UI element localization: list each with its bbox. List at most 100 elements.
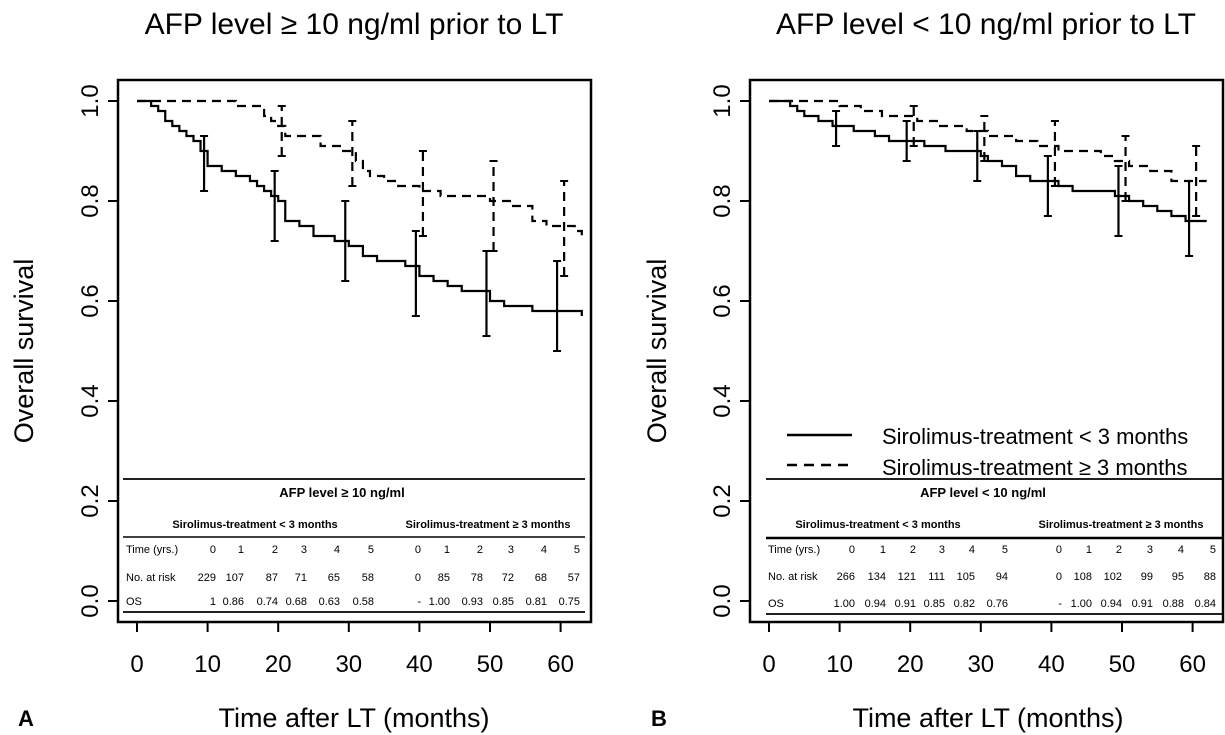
y-tick-label: 0.2 [77,484,104,517]
confidence-interval-bar [270,170,279,242]
x-tick-label: 50 [1109,651,1136,678]
panel-b-risk-table: AFP level < 10 ng/ml Sirolimus-treatment … [766,478,1222,615]
table-cell: 2 [272,544,278,556]
y-tick-label: 0.6 [709,284,736,317]
confidence-interval-bar [411,230,420,317]
y-tick-label: 0.0 [77,584,104,617]
x-tick-label: 40 [1038,651,1065,678]
survival-curve-dashed [769,99,1207,183]
table-cell: 94 [996,571,1008,583]
confidence-interval-bar [1043,155,1052,217]
legend-solid-label: Sirolimus-treatment < 3 months [882,424,1188,449]
table-cell: 0.81 [526,596,547,608]
panel-b-axes: 0 10 20 30 40 50 600.00.20.40.60.81.0 [709,84,1206,678]
y-tick-label: 0.8 [77,184,104,217]
table-cell: 1.00 [1071,598,1092,610]
table-cell: 4 [969,544,975,556]
confidence-interval-bar [1114,165,1123,237]
panel-a-title: AFP level ≥ 10 ng/ml prior to LT [145,8,564,41]
panel-a-x-axis-label: Time after LT (months) [218,703,489,733]
panel-b: AFP level < 10 ng/ml prior to LT Overall… [642,8,1225,733]
table-cell: 5 [574,544,580,556]
table-title: AFP level ≥ 10 ng/ml [279,485,404,500]
y-tick-label: 1.0 [77,84,104,117]
confidence-interval-bar [1050,120,1059,187]
table-cell: 0.63 [319,596,340,608]
table-cell: 3 [1147,544,1153,556]
table-cell: 0 [415,544,421,556]
table-cell: 1.00 [834,598,855,610]
table-cell: 229 [198,572,216,584]
table-cell: 0.94 [865,598,886,610]
confidence-interval-bar [341,200,350,282]
table-cell: 71 [295,572,307,584]
table-cell: 108 [1074,571,1092,583]
table-cell: 85 [438,572,450,584]
y-tick-label: 0.4 [709,384,736,417]
table-cell: 1 [444,544,450,556]
survival-curve-solid [137,99,583,316]
table-cell: 4 [334,544,340,556]
table-cell: 0.94 [1101,598,1122,610]
table-cell: 0 [415,572,421,584]
table-cell: 3 [508,544,514,556]
x-tick-label: 10 [826,651,853,678]
table-row-label: OS [768,598,784,610]
table-cell: 2 [1116,544,1122,556]
table-row-label: Time (yrs.) [126,544,178,556]
table-cell: 0.75 [559,596,580,608]
table-cell: 0.91 [895,598,916,610]
y-tick-label: 0.2 [709,484,736,517]
table-cell: 0.88 [1163,598,1184,610]
table-cell: 0.85 [924,598,945,610]
confidence-interval-bar [489,160,498,252]
table-cell: 88 [1204,571,1216,583]
confidence-interval-bar [909,105,918,147]
table-row-label: No. at risk [768,571,818,583]
confidence-interval-bar [902,120,911,162]
panel-b-curves [769,99,1207,257]
table-cell: 0.82 [954,598,975,610]
table-cell: 87 [266,572,278,584]
table-cell: 3 [301,544,307,556]
panel-a-y-axis-label: Overall survival [9,259,39,444]
table-row-label: OS [126,596,142,608]
confidence-interval-bar [418,150,427,237]
table-cell: 2 [910,544,916,556]
table-cell: 5 [368,544,374,556]
x-tick-label: 10 [194,651,221,678]
panel-a-letter: A [18,706,34,731]
table-cell: 0.58 [353,596,374,608]
table-group1-title: Sirolimus-treatment < 3 months [172,519,337,531]
x-tick-label: 0 [762,651,775,678]
table-cell: 68 [535,572,547,584]
table-cell: 57 [568,572,580,584]
confidence-interval-bar [553,260,562,352]
panel-a-plot-frame [116,78,593,624]
panel-b-x-axis-label: Time after LT (months) [852,703,1123,733]
table-group2-title: Sirolimus-treatment ≥ 3 months [1039,519,1204,531]
table-title: AFP level < 10 ng/ml [920,485,1046,500]
table-row-label: No. at risk [126,572,176,584]
survival-curve-dashed [137,99,583,241]
table-cell: 134 [868,571,886,583]
confidence-interval-bar [200,135,209,192]
x-tick-label: 50 [477,651,504,678]
table-cell: 102 [1104,571,1122,583]
confidence-interval-bar [1121,135,1130,202]
table-cell: 2 [477,544,483,556]
x-tick-label: 40 [406,651,433,678]
table-cell: 1 [1086,544,1092,556]
confidence-interval-bar [482,250,491,337]
x-tick-label: 30 [967,651,994,678]
panel-b-letter: B [651,706,667,731]
table-cell: 4 [1178,544,1184,556]
table-cell: 99 [1141,571,1153,583]
table-row-label: Time (yrs.) [768,544,820,556]
confidence-interval-bar [560,180,569,277]
y-tick-label: 0.8 [709,184,736,217]
panel-b-legend: Sirolimus-treatment < 3 months Sirolimus… [787,424,1188,480]
confidence-interval-bar [348,120,357,187]
table-cell: 78 [471,572,483,584]
